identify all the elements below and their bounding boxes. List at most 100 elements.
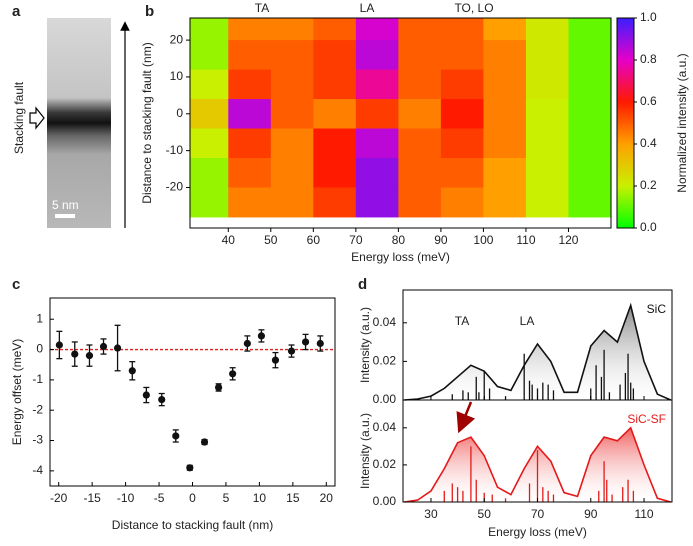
x-tick-label: -5 <box>154 491 165 505</box>
point <box>271 356 280 364</box>
annotation: TA <box>455 314 469 328</box>
y-tick-label: 0 <box>176 106 183 120</box>
point <box>229 370 237 378</box>
heat-cell <box>525 18 569 41</box>
heat-cell <box>483 99 527 130</box>
colorbar-tick-label: 0.8 <box>640 52 657 66</box>
heat-cell <box>483 158 527 188</box>
y-axis-label: Intensity (a.u.) <box>358 413 372 489</box>
line <box>404 426 671 503</box>
x-tick-label: 60 <box>307 233 321 247</box>
scale-bar-label: 5 nm <box>52 198 79 212</box>
y-tick-label: 0.02 <box>373 354 397 368</box>
point <box>142 391 150 399</box>
heat-cell <box>190 99 229 130</box>
legend-label: SiC <box>647 302 667 316</box>
y-tick-label: 0.04 <box>373 420 397 434</box>
point <box>85 352 94 360</box>
heat-cell <box>440 158 484 188</box>
heat-cell <box>190 187 229 218</box>
x-tick-label: 110 <box>516 233 535 247</box>
x-tick-label: 30 <box>424 507 438 521</box>
heat-cell <box>190 69 229 100</box>
heat-cell <box>398 158 442 188</box>
point <box>113 344 122 352</box>
y-tick-label: 20 <box>170 32 184 46</box>
y-axis-label: Intensity (a.u.) <box>358 307 372 383</box>
heat-cell <box>228 128 272 159</box>
shift-arrow <box>456 401 476 434</box>
y-tick-label: -1 <box>32 372 43 386</box>
heat-cell <box>568 99 611 130</box>
heat-cell <box>355 99 399 130</box>
heat-cell <box>525 187 569 218</box>
x-tick-label: 90 <box>584 507 598 521</box>
heat-cell <box>525 158 569 188</box>
y-tick-label: 0.04 <box>373 315 397 329</box>
point <box>55 341 63 349</box>
heat-cell <box>313 18 357 41</box>
heat-cell <box>228 187 272 218</box>
point <box>287 347 296 355</box>
colorbar-tick-label: 1.0 <box>640 10 657 24</box>
point <box>257 332 266 340</box>
colorbar <box>616 17 635 229</box>
y-tick-label: 10 <box>170 69 184 83</box>
heat-cell <box>398 69 442 100</box>
point <box>214 383 223 392</box>
heat-cell <box>440 69 484 100</box>
point <box>158 395 166 404</box>
heat-cell <box>190 40 229 71</box>
y-tick-label: -20 <box>166 180 184 194</box>
y-tick-label: -2 <box>32 402 43 416</box>
heat-cell <box>313 69 357 100</box>
heat-cell <box>355 69 399 100</box>
x-tick-label: 50 <box>478 507 492 521</box>
heat-cell <box>568 158 611 188</box>
heat-cell <box>525 128 569 159</box>
heat-cell <box>228 69 272 100</box>
heat-cell <box>355 158 399 188</box>
y-tick-label: 0 <box>36 342 43 356</box>
heat-cell <box>440 18 484 41</box>
heat-cell <box>270 69 314 100</box>
y-axis-label: Normalized intensity (a.u.) <box>675 53 689 192</box>
point <box>200 438 209 446</box>
y-tick-label: -3 <box>32 433 43 447</box>
point <box>301 338 310 346</box>
y-tick-label: -10 <box>166 143 184 157</box>
heat-cell <box>440 40 484 71</box>
point <box>128 367 136 375</box>
panel-letter: c <box>12 276 20 293</box>
heat-cell <box>228 40 272 71</box>
annotation: LA <box>360 1 375 15</box>
heat-cell <box>228 158 272 188</box>
heat-cell <box>440 128 484 159</box>
heat-cell <box>483 40 527 71</box>
scale-bar <box>55 214 75 218</box>
annotation: Stacking fault <box>12 81 26 154</box>
heat-cell <box>270 158 314 188</box>
x-tick-label: 70 <box>531 507 545 521</box>
heat-cell <box>313 40 357 71</box>
x-tick-label: 100 <box>473 233 493 247</box>
x-tick-label: -15 <box>83 491 101 505</box>
point <box>71 350 79 358</box>
y-tick-label: 0.00 <box>373 392 397 406</box>
heat-cell <box>190 18 229 41</box>
x-tick-label: 0 <box>189 491 196 505</box>
heat-cell <box>355 40 399 71</box>
x-axis-label: Distance to stacking fault (nm) <box>112 518 273 532</box>
heat-cell <box>355 187 399 218</box>
heat-cell <box>483 187 527 218</box>
heat-cell <box>525 99 569 130</box>
heat-cell <box>313 158 357 188</box>
colorbar-tick-label: 0.2 <box>640 178 657 192</box>
x-tick-label: 40 <box>222 233 236 247</box>
x-tick-label: 90 <box>434 233 448 247</box>
heat-cell <box>398 18 442 41</box>
heat-cell <box>270 99 314 130</box>
heat-cell <box>568 128 611 159</box>
heat-cell <box>228 18 272 41</box>
